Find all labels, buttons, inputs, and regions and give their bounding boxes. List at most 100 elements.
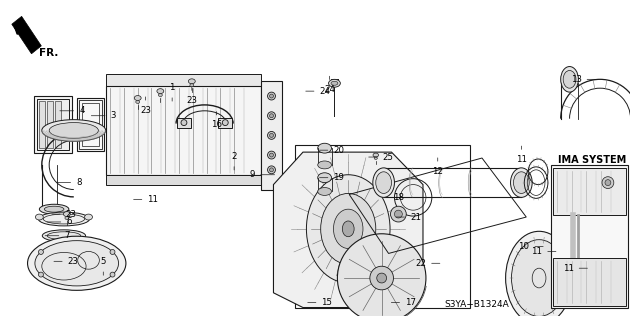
Text: 23: 23 <box>54 257 79 266</box>
Ellipse shape <box>28 236 126 290</box>
Ellipse shape <box>390 206 406 222</box>
Ellipse shape <box>268 92 275 100</box>
Polygon shape <box>273 152 423 308</box>
Text: 6: 6 <box>0 318 1 319</box>
Ellipse shape <box>158 93 163 97</box>
Bar <box>260 81 282 189</box>
Bar <box>106 86 260 175</box>
Ellipse shape <box>42 120 106 141</box>
Ellipse shape <box>269 168 273 172</box>
Ellipse shape <box>42 230 86 241</box>
Text: 24: 24 <box>306 87 330 96</box>
Ellipse shape <box>511 240 566 316</box>
Ellipse shape <box>188 79 195 84</box>
Text: 22: 22 <box>415 259 440 268</box>
Bar <box>47 101 53 148</box>
Text: 17: 17 <box>391 298 416 307</box>
Text: 11: 11 <box>563 264 588 273</box>
Ellipse shape <box>506 231 573 319</box>
Ellipse shape <box>269 133 273 137</box>
Ellipse shape <box>269 94 273 98</box>
Text: IMA SYSTEM: IMA SYSTEM <box>557 155 626 165</box>
Ellipse shape <box>331 81 338 85</box>
Text: 3: 3 <box>92 111 116 120</box>
Ellipse shape <box>317 173 332 182</box>
Text: 16: 16 <box>211 112 222 130</box>
Ellipse shape <box>35 241 118 286</box>
Ellipse shape <box>110 249 115 255</box>
Bar <box>77 98 104 151</box>
Ellipse shape <box>44 206 64 212</box>
Ellipse shape <box>63 211 70 217</box>
Ellipse shape <box>38 212 90 226</box>
Bar <box>35 96 72 153</box>
Ellipse shape <box>84 214 92 220</box>
Ellipse shape <box>268 166 275 174</box>
Text: 7: 7 <box>45 231 70 240</box>
Polygon shape <box>106 74 260 86</box>
Ellipse shape <box>268 131 275 139</box>
Text: 19: 19 <box>319 173 344 182</box>
Text: 23: 23 <box>52 210 77 219</box>
Text: 12: 12 <box>432 158 444 176</box>
Ellipse shape <box>38 249 44 255</box>
Text: 6: 6 <box>47 218 72 226</box>
Bar <box>551 165 628 308</box>
Ellipse shape <box>136 100 140 103</box>
Ellipse shape <box>307 175 390 283</box>
Ellipse shape <box>561 67 579 92</box>
Ellipse shape <box>342 221 354 237</box>
Ellipse shape <box>333 209 363 249</box>
Text: 9: 9 <box>250 170 275 179</box>
Ellipse shape <box>317 188 332 196</box>
Text: 20: 20 <box>319 146 344 155</box>
Ellipse shape <box>190 84 194 87</box>
Text: 8: 8 <box>57 178 82 187</box>
Ellipse shape <box>65 217 69 219</box>
Text: 21: 21 <box>396 212 421 222</box>
Text: 24: 24 <box>324 76 335 94</box>
Ellipse shape <box>321 193 376 264</box>
Text: 11: 11 <box>531 247 556 256</box>
Ellipse shape <box>394 210 403 218</box>
Ellipse shape <box>511 168 532 197</box>
Ellipse shape <box>268 112 275 120</box>
Ellipse shape <box>317 161 332 169</box>
Ellipse shape <box>370 266 394 290</box>
Ellipse shape <box>373 153 378 157</box>
Bar <box>55 101 61 148</box>
Bar <box>218 118 232 128</box>
Text: 14: 14 <box>0 318 1 319</box>
Ellipse shape <box>328 79 340 87</box>
Ellipse shape <box>636 61 640 82</box>
Text: 11: 11 <box>134 195 158 204</box>
Text: 11: 11 <box>516 146 527 164</box>
Ellipse shape <box>49 122 99 138</box>
Text: 2: 2 <box>232 152 237 170</box>
Text: 15: 15 <box>308 298 333 307</box>
Ellipse shape <box>39 204 69 214</box>
Ellipse shape <box>563 70 576 88</box>
Polygon shape <box>106 175 260 185</box>
Ellipse shape <box>110 272 115 277</box>
Bar <box>79 100 102 149</box>
Text: 23: 23 <box>140 97 151 115</box>
Ellipse shape <box>222 120 228 126</box>
Bar <box>37 99 69 150</box>
Text: S3YA−B1324A: S3YA−B1324A <box>445 300 509 309</box>
Ellipse shape <box>38 272 44 277</box>
Bar <box>177 118 191 128</box>
Text: 5: 5 <box>100 257 106 275</box>
Bar <box>553 168 626 215</box>
Text: 1: 1 <box>170 83 175 101</box>
Ellipse shape <box>269 153 273 157</box>
Text: 23: 23 <box>186 87 197 105</box>
Bar <box>295 145 470 308</box>
Ellipse shape <box>376 172 392 193</box>
Ellipse shape <box>374 157 378 160</box>
Ellipse shape <box>337 234 426 319</box>
Text: FR.: FR. <box>39 48 59 58</box>
Ellipse shape <box>373 168 394 197</box>
Text: 10: 10 <box>518 242 543 251</box>
Bar <box>82 103 99 146</box>
